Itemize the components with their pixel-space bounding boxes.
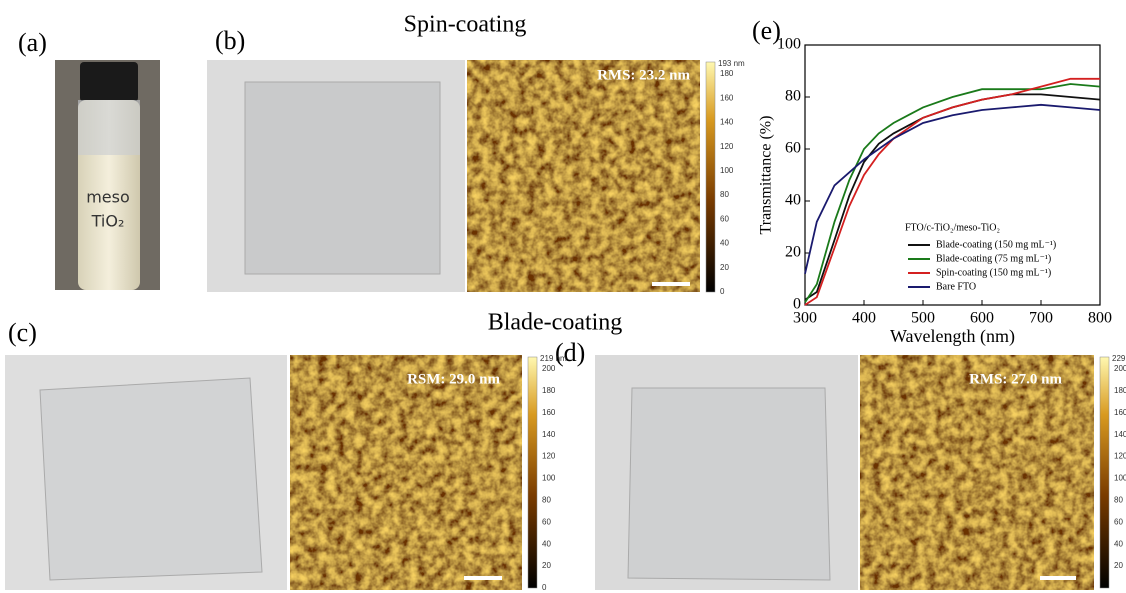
colorbar-tick-label: 40 [720, 239, 729, 248]
colorbar-max-label: 229 nm [1112, 354, 1126, 363]
heading: Blade-coating [488, 310, 623, 336]
colorbar-tick-label: 0 [542, 583, 547, 592]
colorbar-tick-label: 160 [542, 408, 556, 417]
afm-image [860, 355, 1094, 590]
plot-frame [805, 45, 1100, 305]
colorbar-tick-label: 160 [1114, 408, 1126, 417]
y-tick-label: 100 [777, 36, 801, 53]
x-axis-label: Wavelength (nm) [890, 326, 1015, 347]
vial-label: TiO₂ [91, 212, 125, 231]
figure-canvas: meso TiO₂ RMS: 23.2 nm RSM: 29.0 nm RMS:… [0, 0, 1126, 593]
colorbar-tick-label: 120 [720, 142, 734, 151]
colorbar-tick-label: 140 [1114, 430, 1126, 439]
figure: meso TiO₂ RMS: 23.2 nm RSM: 29.0 nm RMS:… [0, 0, 1126, 593]
legend-label: Spin-coating (150 mg mL⁻¹) [936, 267, 1051, 278]
colorbar-tick-label: 120 [542, 452, 556, 461]
colorbar-tick-label: 100 [1114, 474, 1126, 483]
colorbar-tick-label: 0 [720, 287, 725, 296]
rms-label: RSM: 29.0 nm [407, 371, 500, 387]
panel-label: (c) [8, 318, 37, 347]
y-tick-label: 40 [785, 192, 801, 209]
colorbar-tick-label: 120 [1114, 452, 1126, 461]
heading: Spin-coating [404, 12, 527, 38]
substrate-glass [40, 378, 262, 580]
colorbar [1100, 357, 1109, 588]
colorbar-max-label: 193 nm [718, 59, 745, 68]
colorbar-tick-label: 80 [542, 496, 551, 505]
colorbar-tick-label: 100 [720, 166, 734, 175]
colorbar-tick-label: 40 [542, 539, 551, 548]
panel-label: (a) [18, 28, 47, 57]
x-tick-label: 300 [793, 310, 817, 327]
x-tick-label: 600 [970, 310, 994, 327]
legend-label: Blade-coating (150 mg mL⁻¹) [936, 239, 1056, 250]
y-tick-label: 80 [785, 88, 801, 105]
colorbar-tick-label: 60 [720, 214, 729, 223]
colorbar-tick-label: 180 [720, 69, 734, 78]
colorbar-tick-label: 60 [1114, 517, 1123, 526]
rms-label: RMS: 23.2 nm [597, 67, 690, 83]
colorbar-tick-label: 40 [1114, 539, 1123, 548]
x-tick-label: 400 [852, 310, 876, 327]
y-tick-label: 60 [785, 140, 801, 157]
y-axis-label: Transmittance (%) [758, 116, 775, 235]
vial-glass [78, 100, 140, 155]
colorbar-tick-label: 60 [542, 517, 551, 526]
colorbar-tick-label: 200 [542, 364, 556, 373]
colorbar-tick-label: 80 [1114, 496, 1123, 505]
colorbar-tick-label: 180 [1114, 386, 1126, 395]
scale-bar [464, 576, 502, 580]
colorbar-tick-label: 140 [542, 430, 556, 439]
rms-label: RMS: 27.0 nm [969, 371, 1062, 387]
colorbar-tick-label: 20 [1114, 561, 1123, 570]
colorbar-max-label: 219 nm [540, 354, 567, 363]
colorbar-tick-label: 160 [720, 93, 734, 102]
legend-title: FTO/c-TiO₂/meso-TiO₂ [905, 222, 1000, 233]
legend-label: Bare FTO [936, 281, 976, 292]
x-tick-label: 800 [1088, 310, 1112, 327]
colorbar [706, 62, 715, 292]
vial-cap [80, 62, 138, 102]
colorbar [528, 357, 537, 588]
afm-image [290, 355, 522, 590]
colorbar-tick-label: 140 [720, 118, 734, 127]
colorbar-tick-label: 200 [1114, 364, 1126, 373]
colorbar-tick-label: 80 [720, 190, 729, 199]
panel-label: (b) [215, 26, 245, 55]
x-tick-label: 700 [1029, 310, 1053, 327]
scale-bar [652, 282, 690, 286]
x-tick-label: 500 [911, 310, 935, 327]
colorbar-tick-label: 100 [542, 474, 556, 483]
colorbar-tick-label: 20 [720, 263, 729, 272]
colorbar-tick-label: 20 [542, 561, 551, 570]
substrate-glass [245, 82, 440, 274]
vial-label: meso [86, 188, 130, 207]
substrate-glass [628, 388, 830, 580]
y-tick-label: 20 [785, 244, 801, 261]
colorbar-tick-label: 180 [542, 386, 556, 395]
scale-bar [1040, 576, 1076, 580]
afm-image [467, 60, 700, 292]
legend-label: Blade-coating (75 mg mL⁻¹) [936, 253, 1051, 264]
